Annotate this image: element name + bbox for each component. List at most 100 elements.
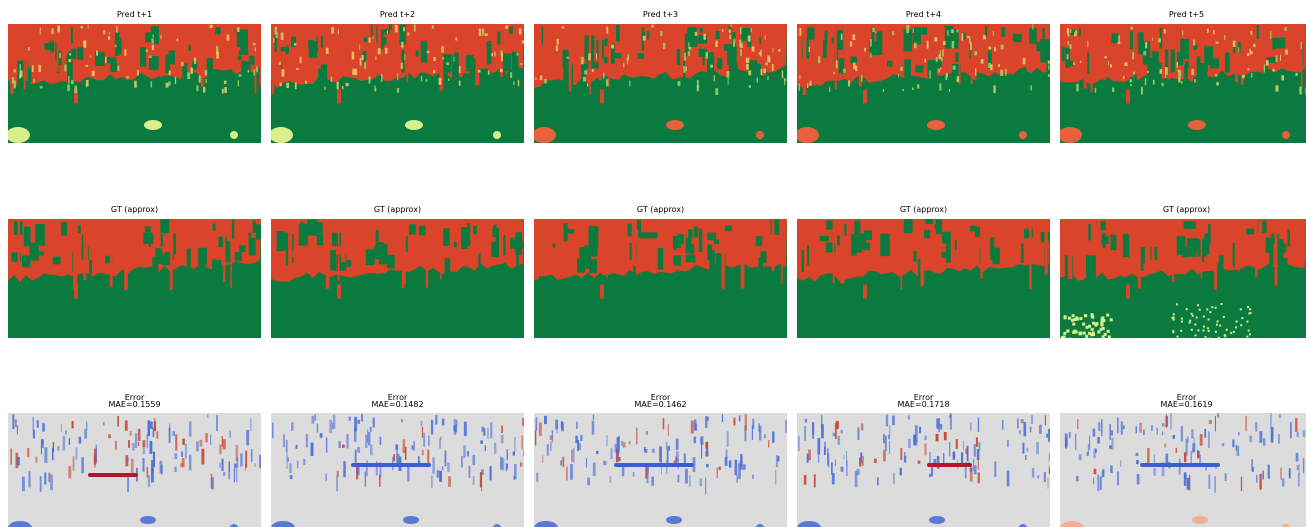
edge bbox=[784, 80, 785, 86]
edge bbox=[864, 48, 866, 52]
error-streak bbox=[312, 416, 315, 424]
edge bbox=[583, 77, 586, 82]
edge bbox=[1266, 60, 1269, 65]
pier bbox=[600, 284, 604, 298]
edge bbox=[517, 52, 519, 55]
image-panel bbox=[797, 24, 1050, 143]
error-streak bbox=[734, 418, 736, 426]
green-patch bbox=[316, 222, 322, 233]
error-streak bbox=[357, 447, 360, 453]
error-streak bbox=[200, 440, 203, 447]
blob bbox=[1209, 311, 1211, 313]
edge bbox=[566, 57, 568, 59]
error-streak bbox=[68, 466, 71, 478]
blob bbox=[1188, 120, 1206, 130]
green-patch bbox=[515, 232, 522, 254]
edge bbox=[368, 76, 370, 83]
error-streak bbox=[72, 421, 74, 428]
edge bbox=[850, 41, 852, 46]
error-streak bbox=[978, 459, 979, 470]
error-streak bbox=[707, 417, 709, 421]
edge bbox=[199, 75, 201, 82]
error-streak bbox=[701, 442, 702, 459]
edge bbox=[426, 79, 428, 82]
edge bbox=[924, 59, 926, 63]
green-patch bbox=[761, 251, 767, 263]
error-streak bbox=[1299, 464, 1300, 476]
green-patch bbox=[510, 238, 515, 249]
red-streak bbox=[1258, 219, 1262, 265]
green-patch bbox=[1112, 33, 1119, 43]
edge bbox=[187, 72, 190, 79]
error-streak bbox=[174, 453, 177, 459]
blob bbox=[1100, 322, 1103, 325]
green-patch bbox=[717, 58, 722, 69]
blob bbox=[1082, 323, 1085, 326]
error-streak bbox=[1123, 425, 1125, 429]
red-streak bbox=[951, 219, 955, 268]
blob bbox=[1173, 313, 1175, 315]
error-streak bbox=[888, 435, 890, 440]
error-streak bbox=[1208, 474, 1210, 489]
edge bbox=[584, 70, 587, 74]
red-streak bbox=[535, 219, 539, 280]
edge bbox=[1224, 35, 1225, 40]
green-patch bbox=[727, 46, 736, 65]
error-streak bbox=[785, 420, 787, 433]
error-streak bbox=[286, 440, 288, 452]
blob bbox=[1248, 312, 1250, 314]
blob bbox=[1240, 324, 1242, 326]
edge bbox=[68, 76, 69, 83]
error-streak bbox=[482, 427, 484, 432]
edge bbox=[137, 70, 139, 76]
blob bbox=[1068, 317, 1071, 320]
edge bbox=[1068, 41, 1069, 45]
error-streak bbox=[132, 443, 134, 451]
error-streak bbox=[689, 475, 690, 486]
edge bbox=[778, 49, 780, 52]
green-patch bbox=[1257, 25, 1259, 39]
edge bbox=[1272, 69, 1274, 72]
red-streak bbox=[235, 24, 237, 70]
edge bbox=[210, 25, 213, 28]
edge bbox=[1213, 30, 1214, 34]
edge bbox=[767, 55, 770, 62]
green-patch bbox=[115, 32, 119, 56]
error-streak bbox=[900, 468, 902, 476]
error-streak bbox=[944, 432, 947, 440]
edge bbox=[975, 68, 976, 75]
error-streak bbox=[522, 435, 523, 449]
error-streak bbox=[1044, 472, 1046, 482]
edge bbox=[224, 81, 227, 84]
error-streak bbox=[619, 457, 621, 461]
blob bbox=[1091, 313, 1094, 316]
edge bbox=[1160, 69, 1163, 74]
edge bbox=[761, 69, 763, 75]
blob bbox=[1064, 315, 1067, 318]
error-blob bbox=[140, 516, 156, 524]
red-streak bbox=[508, 219, 510, 264]
red-streak bbox=[1274, 219, 1277, 286]
edge bbox=[535, 78, 536, 80]
error-streak bbox=[306, 434, 308, 447]
edge bbox=[381, 74, 383, 82]
error-streak bbox=[1049, 453, 1050, 461]
error-streak bbox=[513, 476, 514, 480]
edge bbox=[1191, 69, 1194, 75]
error-streak bbox=[196, 441, 199, 451]
error-streak bbox=[366, 461, 367, 477]
edge bbox=[19, 64, 20, 69]
error-streak bbox=[1069, 432, 1071, 438]
error-streak bbox=[357, 466, 360, 475]
edge bbox=[710, 65, 713, 68]
edge bbox=[346, 83, 349, 86]
error-streak bbox=[33, 417, 34, 430]
edge bbox=[1162, 83, 1164, 86]
error-streak bbox=[153, 452, 155, 468]
error-band bbox=[351, 463, 431, 467]
error-streak bbox=[978, 472, 980, 483]
edge bbox=[352, 52, 355, 60]
error-streak bbox=[633, 472, 635, 477]
panel-subtitle: MAE=0.1718 bbox=[797, 401, 1050, 409]
pier bbox=[1126, 284, 1130, 298]
